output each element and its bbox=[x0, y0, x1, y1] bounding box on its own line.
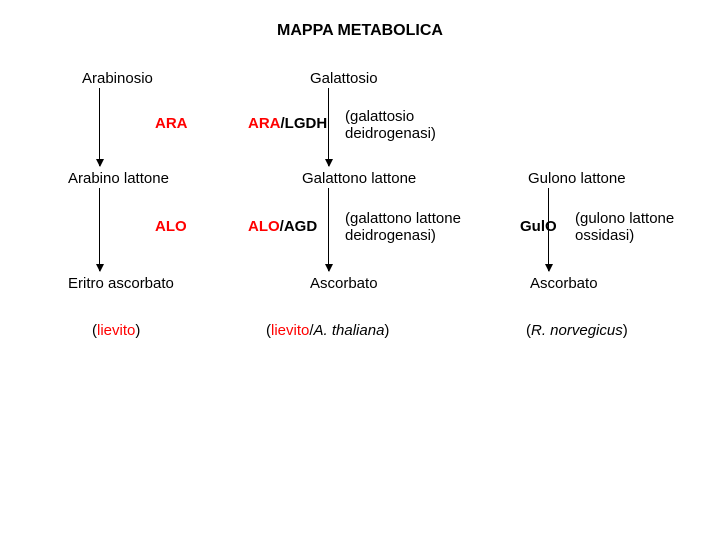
col1-enzyme-alo: ALO bbox=[155, 218, 187, 235]
col1-s3: Eritro ascorbato bbox=[68, 275, 174, 292]
col1-s1: Arabinosio bbox=[82, 70, 153, 87]
diagram-title: MAPPA METABOLICA bbox=[0, 22, 720, 40]
arrow bbox=[328, 188, 329, 271]
col2-note1: (galattosio deidrogenasi) bbox=[345, 108, 465, 143]
col2-s2: Galattono lattone bbox=[302, 170, 416, 187]
col2-organism-it: A. thaliana bbox=[314, 322, 385, 339]
col3-note2: (gulono lattone ossidasi) bbox=[575, 210, 695, 245]
paren: ) bbox=[135, 322, 140, 339]
col3-s3: Ascorbato bbox=[530, 275, 598, 292]
col3-enzyme-gulo: GulO bbox=[520, 218, 557, 235]
arrow bbox=[328, 88, 329, 166]
enzyme-red: ALO bbox=[248, 218, 280, 235]
enzyme-red: ARA bbox=[248, 115, 281, 132]
col2-s1: Galattosio bbox=[310, 70, 378, 87]
enzyme-rest: /AGD bbox=[280, 218, 318, 235]
arrow bbox=[99, 188, 100, 271]
col1-organism: (lievito) bbox=[92, 322, 140, 339]
col3-organism: (R. norvegicus) bbox=[526, 322, 628, 339]
col3-s2: Gulono lattone bbox=[528, 170, 626, 187]
col1-enzyme-ara: ARA bbox=[155, 115, 188, 132]
col2-s3: Ascorbato bbox=[310, 275, 378, 292]
arrow bbox=[99, 88, 100, 166]
col1-s2: Arabino lattone bbox=[68, 170, 169, 187]
col2-note2: (galattono lattone deidrogenasi) bbox=[345, 210, 485, 245]
col3-organism-it: R. norvegicus bbox=[531, 322, 623, 339]
col2-enzyme-ara-lgdh: ARA/LGDH bbox=[248, 115, 327, 132]
col2-organism-red: lievito bbox=[271, 322, 309, 339]
col1-organism-red: lievito bbox=[97, 322, 135, 339]
paren: ) bbox=[623, 322, 628, 339]
col2-organism: (lievito/A. thaliana) bbox=[266, 322, 389, 339]
metabolic-map-diagram: MAPPA METABOLICA Arabinosio ARA Arabino … bbox=[0, 0, 720, 540]
enzyme-rest: /LGDH bbox=[281, 115, 328, 132]
paren: ) bbox=[384, 322, 389, 339]
col2-enzyme-alo-agd: ALO/AGD bbox=[248, 218, 317, 235]
